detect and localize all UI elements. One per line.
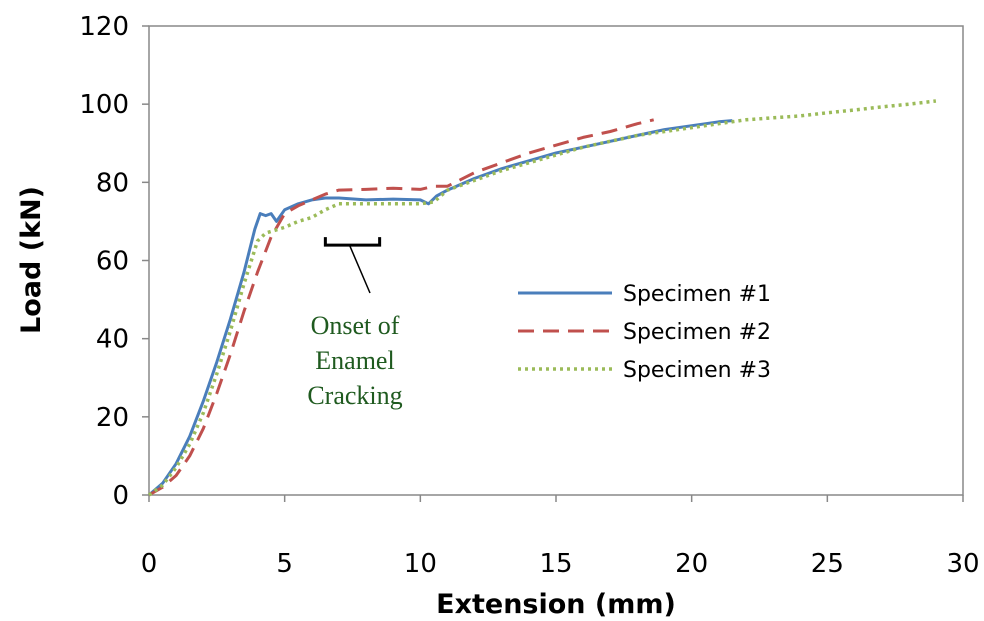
legend-label-1: Specimen #1	[623, 282, 771, 307]
series-layer	[147, 99, 937, 497]
y-axis-title: Load (kN)	[16, 186, 47, 334]
y-tick-label: 0	[112, 481, 129, 511]
x-tick-label: 10	[404, 549, 437, 579]
annotation: Onset of Enamel Cracking	[307, 237, 403, 410]
annotation-text-line: Cracking	[307, 381, 402, 410]
x-tick-label: 5	[276, 549, 293, 579]
x-tick-label: 30	[946, 549, 979, 579]
y-tick-label: 60	[96, 247, 129, 277]
x-axis: 0 5 10 15 20 25 30	[141, 495, 980, 579]
series-line-1	[148, 119, 733, 497]
series-line-2	[148, 118, 655, 497]
annotation-bracket	[323, 237, 382, 247]
legend: Specimen #1 Specimen #2 Specimen #3	[518, 282, 771, 383]
x-tick-label: 0	[141, 549, 158, 579]
annotation-text-line: Onset of	[311, 311, 400, 340]
annotation-text-line: Enamel	[315, 346, 394, 375]
x-tick-label: 15	[539, 549, 572, 579]
y-axis: 0 20 40 60 80 100 120	[79, 12, 149, 511]
annotation-leader-line	[348, 244, 371, 294]
legend-label-2: Specimen #2	[623, 320, 771, 345]
plot-area-frame	[148, 25, 964, 496]
x-tick-label: 25	[811, 549, 844, 579]
x-axis-title: Extension (mm)	[436, 589, 676, 620]
y-tick-label: 20	[96, 403, 129, 433]
y-tick-label: 120	[79, 12, 129, 42]
y-tick-label: 100	[79, 90, 129, 120]
legend-label-3: Specimen #3	[623, 358, 771, 383]
y-tick-label: 80	[96, 168, 129, 198]
x-tick-label: 20	[675, 549, 708, 579]
series-line-3	[147, 99, 937, 497]
y-tick-label: 40	[96, 325, 129, 355]
